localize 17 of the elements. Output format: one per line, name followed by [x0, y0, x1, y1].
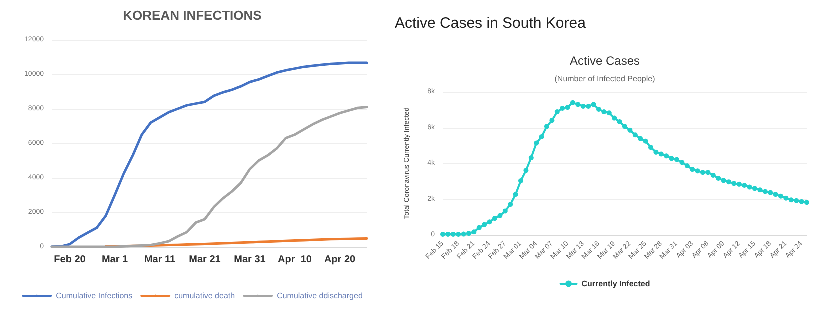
legend-label: Currently Infected: [582, 280, 650, 288]
chart-title: Active Cases: [570, 54, 640, 68]
x-tick-label: Feb 20: [54, 254, 86, 266]
line-series: [50, 106, 368, 248]
x-tick-label: Mar 31: [234, 254, 266, 266]
x-tick-label: Apr 20: [324, 254, 356, 266]
legend-label: cumulative death: [174, 292, 236, 300]
legend-label: Cumulative ddischarged: [277, 292, 363, 300]
x-tick-label: Mar 1: [102, 254, 128, 266]
x-tick-label: Mar 11: [144, 254, 176, 266]
x-tick-label: Mar 21: [189, 254, 222, 266]
chart-title: KOREAN INFECTIONS: [123, 8, 262, 23]
chart-subtitle: (Number of Infected People): [554, 74, 656, 84]
line-series: [50, 62, 368, 248]
legend-label: Cumulative Infections: [56, 292, 133, 300]
x-tick-label: Apr 10: [278, 254, 312, 266]
text: Active Cases in South Korea: [395, 15, 587, 32]
